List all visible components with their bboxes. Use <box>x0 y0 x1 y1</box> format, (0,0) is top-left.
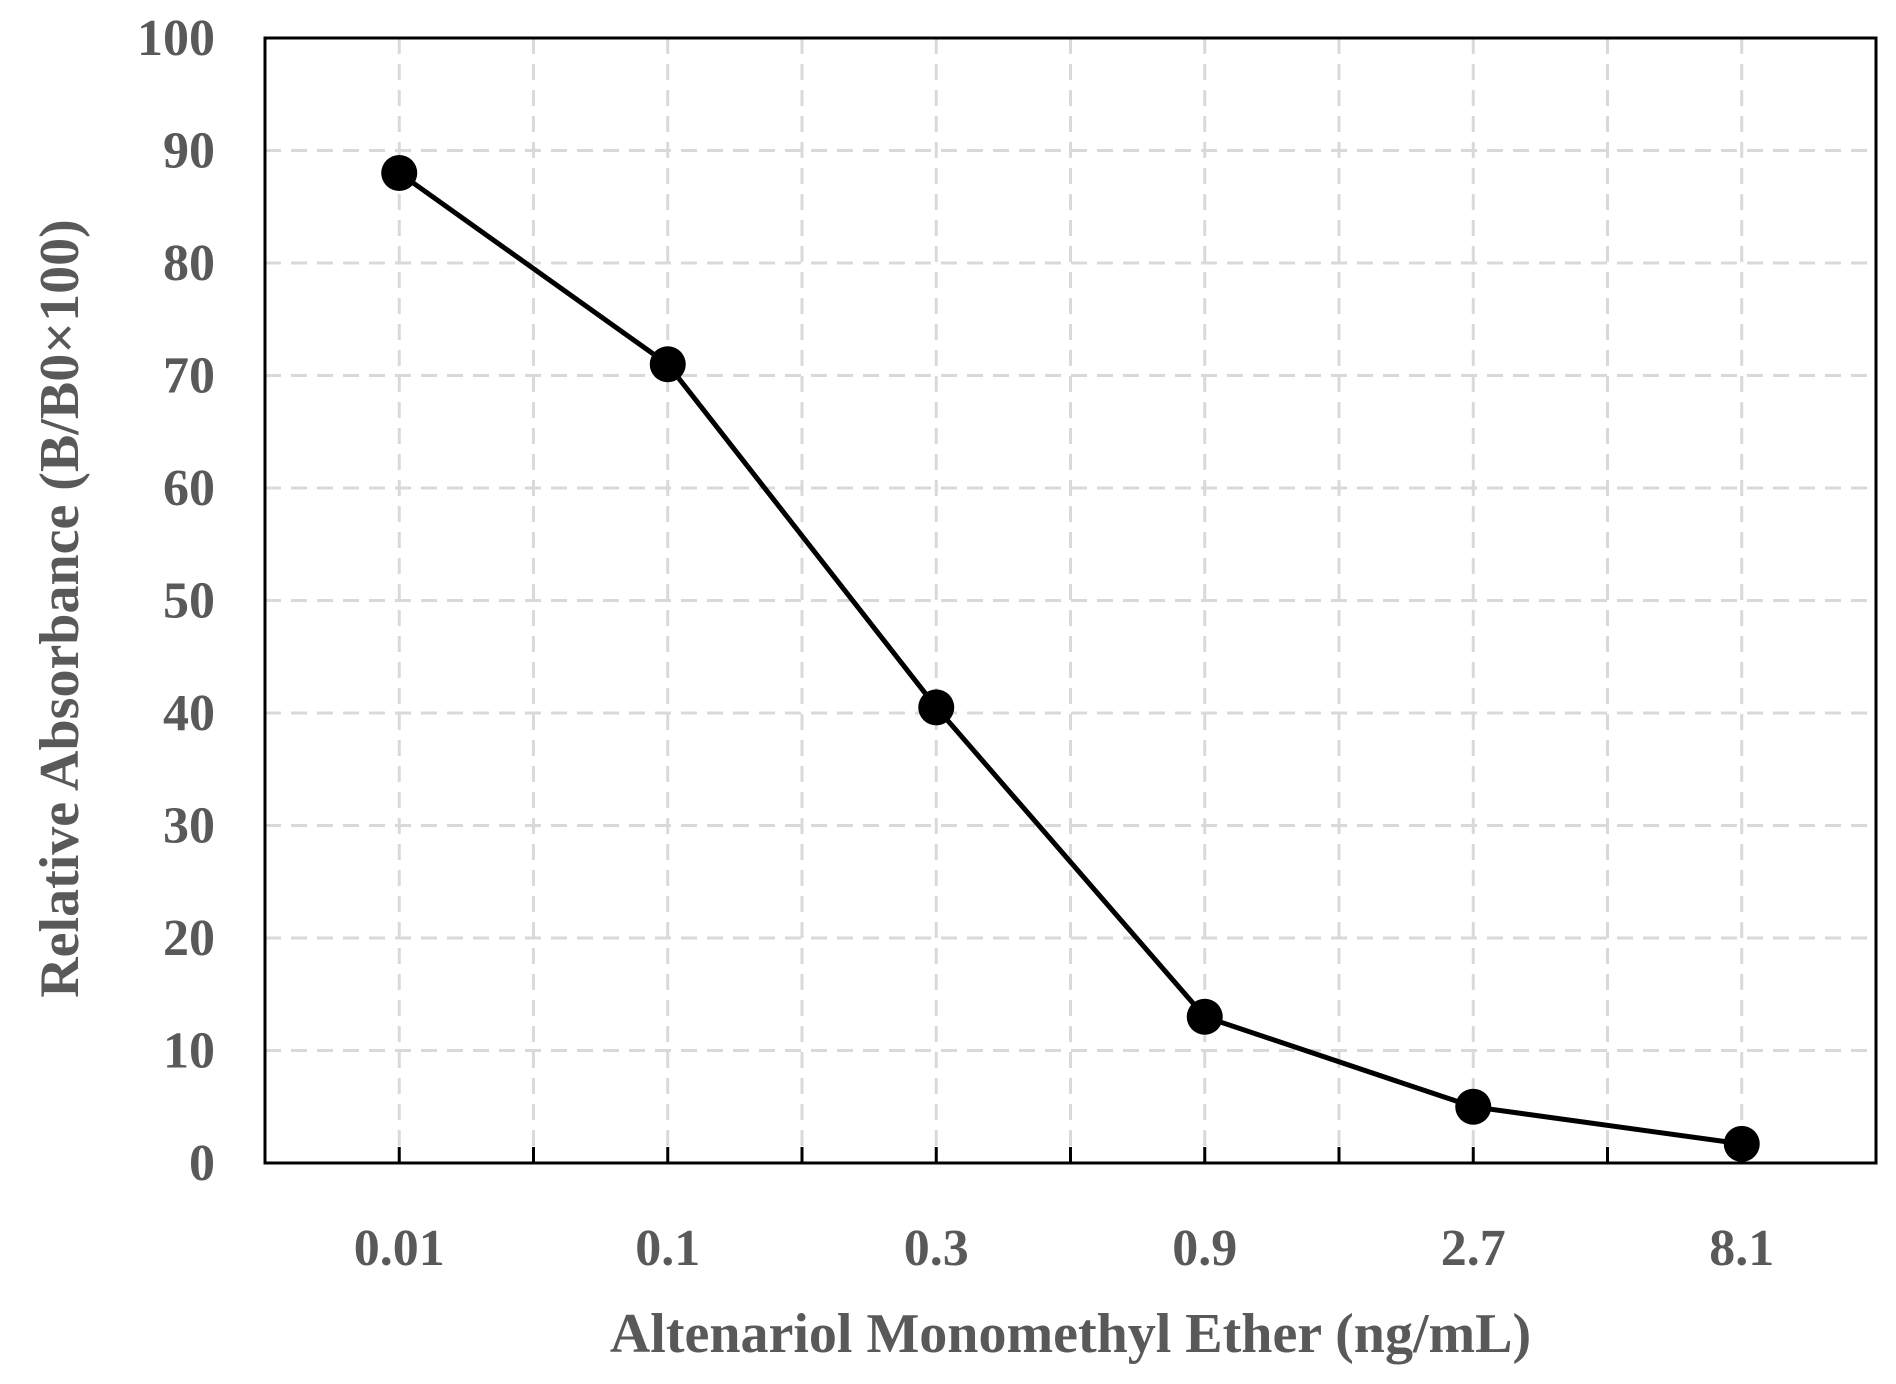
y-axis-labels: 0 10 20 30 40 50 60 70 80 90 100 <box>137 10 215 1192</box>
data-points <box>381 155 1760 1162</box>
y-tick-label: 70 <box>163 348 215 405</box>
x-tick-label: 0.1 <box>635 1220 700 1277</box>
y-tick-label: 20 <box>163 910 215 967</box>
grid <box>265 38 1876 1163</box>
x-axis-title: Altenariol Monomethyl Ether (ng/mL) <box>610 1303 1531 1365</box>
series-line <box>397 170 1743 1147</box>
data-point <box>381 155 418 191</box>
x-tick-label: 0.01 <box>354 1220 445 1277</box>
data-point <box>649 346 686 383</box>
y-tick-label: 50 <box>163 573 215 630</box>
x-tick-label: 8.1 <box>1709 1220 1774 1277</box>
data-point <box>918 689 955 726</box>
y-tick-label: 60 <box>163 460 215 517</box>
data-point <box>1455 1088 1492 1125</box>
y-tick-label: 30 <box>163 798 215 855</box>
data-point <box>1186 998 1223 1035</box>
y-tick-label: 80 <box>163 235 215 292</box>
x-axis-ticks <box>397 1147 1744 1163</box>
data-point <box>1723 1125 1760 1162</box>
y-tick-label: 100 <box>137 10 215 67</box>
y-tick-label: 0 <box>189 1135 215 1192</box>
y-tick-label: 90 <box>163 123 215 180</box>
y-tick-label: 10 <box>163 1023 215 1080</box>
x-tick-label: 0.9 <box>1172 1220 1237 1277</box>
x-tick-label: 0.3 <box>904 1220 969 1277</box>
x-axis-labels: 0.01 0.1 0.3 0.9 2.7 8.1 <box>354 1220 1775 1277</box>
y-tick-label: 40 <box>163 685 215 742</box>
y-axis-title: Relative Absorbance (B/B0×100) <box>29 219 91 998</box>
x-tick-label: 2.7 <box>1441 1220 1506 1277</box>
